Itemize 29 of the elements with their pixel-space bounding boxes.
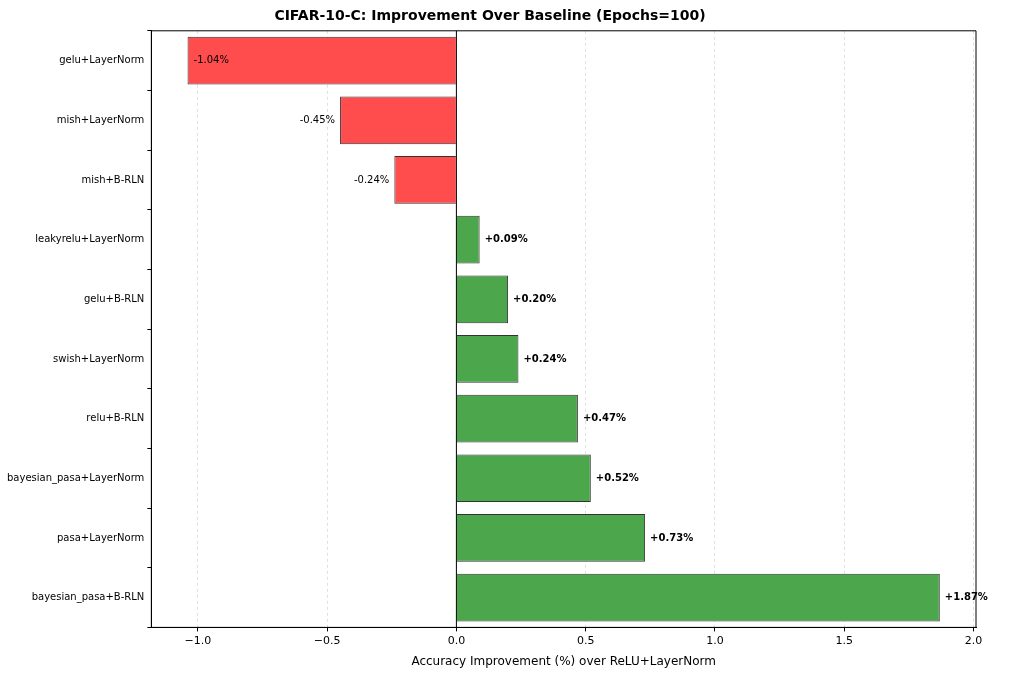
y-tick-label: pasa+LayerNorm: [56, 531, 145, 543]
data-label: +0.20%: [513, 292, 557, 304]
x-tick-label: 1.5: [835, 633, 853, 647]
chart-title: CIFAR-10-C: Improvement Over Baseline (Epochs=100): [274, 7, 706, 24]
x-axis-title: Accuracy Improvement (%) over ReLU+LayerNorm: [411, 653, 716, 668]
data-label: +0.09%: [484, 233, 528, 245]
data-label: +0.47%: [582, 412, 626, 424]
y-tick-label: relu+B-RLN: [86, 412, 145, 424]
data-label: +0.73%: [650, 531, 694, 543]
x-tick-label: 0.5: [576, 633, 595, 647]
y-tick-label: leakyrelu+LayerNorm: [35, 233, 145, 245]
y-tick-label: bayesian_pasa+B-RLN: [31, 591, 145, 604]
y-tick-label: mish+B-RLN: [81, 173, 145, 185]
data-label: +0.52%: [595, 471, 639, 483]
x-tick-label: 0.0: [447, 633, 466, 647]
data-label: -0.45%: [299, 113, 336, 125]
y-tick-label: gelu+LayerNorm: [59, 54, 145, 66]
data-label: +0.24%: [523, 352, 567, 364]
data-label: -0.24%: [353, 173, 390, 185]
y-tick-label: gelu+B-RLN: [83, 292, 145, 304]
data-label: -1.04%: [193, 54, 229, 66]
x-tick-label: 1.0: [706, 633, 724, 647]
data-label: +1.87%: [944, 591, 988, 603]
x-tick-label: −0.5: [313, 633, 341, 647]
x-tick-label: 2.0: [964, 633, 983, 647]
y-tick-label: swish+LayerNorm: [53, 352, 145, 364]
x-tick-label: −1.0: [184, 633, 212, 647]
y-tick-label: bayesian_pasa+LayerNorm: [6, 471, 145, 484]
y-tick-label: mish+LayerNorm: [56, 113, 145, 125]
